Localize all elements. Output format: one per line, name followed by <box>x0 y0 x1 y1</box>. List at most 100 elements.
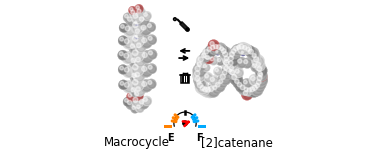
Circle shape <box>213 67 223 76</box>
Circle shape <box>230 52 239 61</box>
Circle shape <box>215 68 218 72</box>
Circle shape <box>133 27 145 38</box>
Circle shape <box>256 62 260 66</box>
Circle shape <box>217 59 221 62</box>
Circle shape <box>202 48 214 59</box>
Circle shape <box>204 50 209 54</box>
Circle shape <box>120 82 127 89</box>
Circle shape <box>235 69 239 73</box>
Circle shape <box>124 67 129 72</box>
Circle shape <box>193 74 205 86</box>
Circle shape <box>257 66 262 71</box>
Circle shape <box>130 77 145 92</box>
Circle shape <box>133 98 143 107</box>
Circle shape <box>223 52 228 57</box>
Circle shape <box>130 62 145 76</box>
Circle shape <box>220 49 234 63</box>
Circle shape <box>206 84 220 98</box>
Circle shape <box>258 72 262 76</box>
Circle shape <box>133 22 138 28</box>
Circle shape <box>215 69 222 75</box>
Circle shape <box>133 80 143 90</box>
Circle shape <box>128 17 136 25</box>
Circle shape <box>148 81 155 88</box>
Circle shape <box>242 86 253 96</box>
Circle shape <box>133 23 143 33</box>
Circle shape <box>135 35 137 37</box>
Circle shape <box>195 66 205 76</box>
Circle shape <box>148 81 152 84</box>
Circle shape <box>210 42 218 50</box>
Circle shape <box>248 85 260 97</box>
Circle shape <box>221 58 235 71</box>
Circle shape <box>259 73 263 77</box>
Circle shape <box>137 9 141 13</box>
Circle shape <box>135 21 139 25</box>
Circle shape <box>129 94 135 100</box>
Circle shape <box>236 57 247 68</box>
Circle shape <box>149 51 152 55</box>
Circle shape <box>252 85 257 90</box>
Circle shape <box>192 69 206 82</box>
Circle shape <box>135 41 147 53</box>
Circle shape <box>139 64 153 77</box>
Circle shape <box>195 76 200 80</box>
Circle shape <box>219 80 223 83</box>
Circle shape <box>224 56 229 61</box>
Circle shape <box>210 57 214 61</box>
Circle shape <box>239 44 244 49</box>
Circle shape <box>144 98 147 101</box>
Circle shape <box>254 60 265 71</box>
Circle shape <box>246 47 250 51</box>
Circle shape <box>244 45 255 56</box>
Circle shape <box>215 83 220 87</box>
Circle shape <box>142 38 147 43</box>
Circle shape <box>135 72 139 77</box>
Circle shape <box>232 44 243 56</box>
Circle shape <box>244 60 248 64</box>
Circle shape <box>133 13 138 18</box>
Circle shape <box>200 86 209 95</box>
Circle shape <box>248 88 255 96</box>
Polygon shape <box>180 22 189 31</box>
Circle shape <box>122 65 135 78</box>
Circle shape <box>257 67 266 76</box>
Circle shape <box>197 62 205 70</box>
Circle shape <box>234 68 244 78</box>
Circle shape <box>131 11 144 24</box>
Circle shape <box>225 66 232 74</box>
Circle shape <box>125 98 137 110</box>
Circle shape <box>249 74 261 86</box>
Circle shape <box>200 52 211 62</box>
Circle shape <box>125 15 137 26</box>
Circle shape <box>137 10 145 17</box>
Circle shape <box>124 54 133 63</box>
Circle shape <box>124 53 129 58</box>
Circle shape <box>243 91 248 95</box>
Circle shape <box>142 52 147 58</box>
Circle shape <box>255 64 267 77</box>
Circle shape <box>224 60 234 70</box>
Circle shape <box>142 11 152 21</box>
Circle shape <box>230 70 235 75</box>
Circle shape <box>136 105 140 109</box>
Circle shape <box>228 68 234 75</box>
Circle shape <box>232 75 241 84</box>
Circle shape <box>141 25 146 30</box>
Circle shape <box>237 45 241 49</box>
Circle shape <box>211 78 218 85</box>
Circle shape <box>223 70 231 79</box>
Circle shape <box>131 44 139 52</box>
Circle shape <box>122 51 135 64</box>
Circle shape <box>245 88 252 95</box>
Circle shape <box>137 105 144 112</box>
Circle shape <box>244 87 248 91</box>
Circle shape <box>238 59 246 67</box>
Circle shape <box>243 45 247 50</box>
Text: Macrocycle: Macrocycle <box>104 136 170 149</box>
Circle shape <box>125 83 134 92</box>
Circle shape <box>186 28 189 31</box>
Circle shape <box>254 57 259 62</box>
Circle shape <box>133 80 138 85</box>
Circle shape <box>254 57 263 66</box>
